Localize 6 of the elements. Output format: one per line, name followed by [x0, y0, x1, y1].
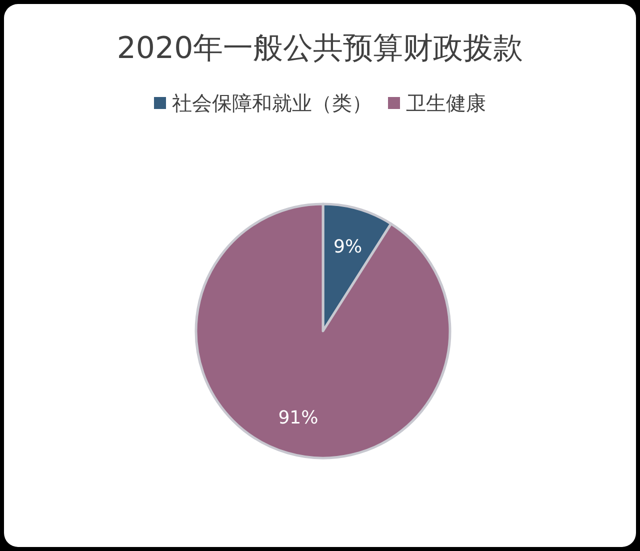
data-label: 9%: [334, 236, 362, 258]
chart-title: 2020年一般公共预算财政拨款: [116, 31, 524, 66]
data-label: 91%: [278, 407, 318, 428]
pie-slice: [194, 202, 452, 460]
legend-label: 社会保障和就业（类）: [172, 91, 372, 115]
legend-label: 卫生健康: [406, 91, 486, 115]
